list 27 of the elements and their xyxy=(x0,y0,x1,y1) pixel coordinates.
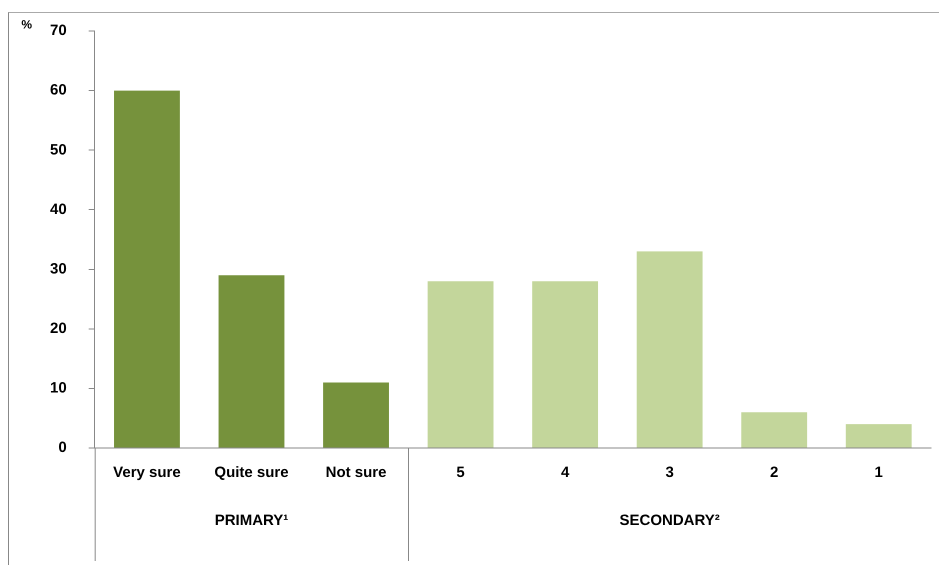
x-tick-label: Not sure xyxy=(326,464,386,482)
bar xyxy=(636,251,703,448)
x-tick-label: 2 xyxy=(770,464,778,482)
y-tick-label: 0 xyxy=(58,439,67,456)
text: SECONDARY² xyxy=(620,512,720,530)
text: PRIMARY¹ xyxy=(214,512,288,530)
y-tick-label: 10 xyxy=(50,380,67,397)
y-tick-label: 60 xyxy=(50,82,67,99)
x-tick-label: 1 xyxy=(874,464,883,482)
y-axis-title: % xyxy=(21,17,32,32)
x-tick-label: 3 xyxy=(665,464,674,482)
bar xyxy=(323,382,389,448)
bar xyxy=(114,90,180,448)
x-tick-label: 4 xyxy=(560,464,570,482)
bar xyxy=(741,412,808,448)
y-tick-label: 20 xyxy=(50,320,67,337)
y-tick-label: 70 xyxy=(50,22,67,40)
y-tick-label: 50 xyxy=(50,141,67,158)
y-tick-label: 30 xyxy=(50,260,67,278)
bar xyxy=(846,424,912,448)
y-tick-label: 40 xyxy=(50,200,67,218)
x-tick-label: 5 xyxy=(456,464,465,482)
bar xyxy=(532,281,598,448)
x-tick-label: Quite sure xyxy=(214,464,289,482)
bar xyxy=(428,281,494,448)
bar xyxy=(218,275,284,448)
x-tick-label: Very sure xyxy=(113,464,181,482)
